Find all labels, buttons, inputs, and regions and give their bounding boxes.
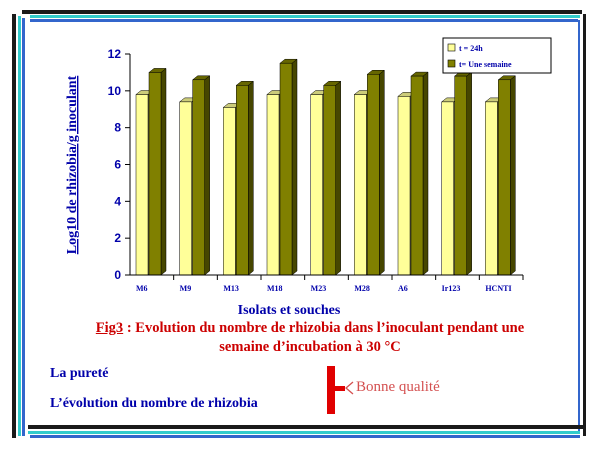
bar-semaine-Ir123 (454, 75, 467, 276)
bar-side (379, 69, 385, 276)
bar-semaine-M6 (148, 72, 162, 276)
brace-icon (327, 366, 345, 414)
bar-24h-M13 (223, 107, 236, 276)
frame-bottom-blue (30, 435, 580, 438)
bar-semaine-M13 (236, 85, 249, 276)
bar-24h-A6 (397, 96, 411, 276)
legend-swatch-semaine (447, 59, 456, 68)
bar-24h-Ir123 (441, 101, 454, 276)
bar-side (422, 71, 429, 276)
frame-left-dark (12, 14, 16, 438)
x-tick-label: A6 (398, 284, 408, 293)
frame-right-blue (578, 20, 580, 434)
x-tick-label: Ir123 (442, 284, 461, 293)
y-axis-label: Log10 de rhizobia/g inoculant (65, 75, 80, 254)
bar-semaine-A6 (410, 75, 424, 276)
x-axis-label: Isolats et souches (238, 303, 341, 318)
x-tick-label: M13 (223, 284, 239, 293)
y-tick-label: 6 (114, 158, 121, 172)
legend-label-24h: t = 24h (459, 44, 483, 53)
bar-side (335, 80, 341, 276)
y-tick-label: 12 (108, 47, 122, 61)
bar-semaine-HCNTI (498, 79, 511, 276)
y-tick-label: 4 (114, 194, 121, 208)
bar-side (466, 71, 472, 276)
y-tick-label: 2 (114, 231, 121, 245)
bar-semaine-M28 (367, 74, 380, 276)
bar-24h-M18 (266, 94, 280, 276)
bar-24h-M9 (179, 101, 192, 276)
x-tick-label: M6 (136, 284, 148, 293)
arrow-icon (345, 381, 354, 395)
frame-left-blue (22, 18, 25, 436)
caption-text-1: : Evolution du nombre de rhizobia dans l… (123, 320, 525, 336)
figure-caption: Fig3 : Evolution du nombre de rhizobia d… (40, 319, 580, 357)
bar-side (160, 67, 167, 276)
quality-label: Bonne qualité (356, 379, 440, 395)
bar-semaine-M18 (279, 62, 293, 276)
x-tick-label: M28 (354, 284, 370, 293)
x-tick-label: HCNTI (485, 284, 511, 293)
y-tick-label: 0 (114, 268, 121, 282)
x-tick-label: M23 (311, 284, 327, 293)
legend: t = 24h t= Une semaine (442, 37, 552, 74)
frame-left-cyan (18, 16, 21, 436)
frame-bottom-cyan (28, 431, 580, 434)
note-evolution: L’évolution du nombre de rhizobia (50, 396, 258, 411)
y-tick-label: 10 (108, 84, 122, 98)
bars (135, 58, 517, 276)
figure-label: Fig3 (95, 320, 124, 336)
y-axis: 0 2 4 6 8 10 12 (108, 47, 131, 282)
frame-top-cyan (30, 15, 580, 18)
x-tick-label: M18 (267, 284, 283, 293)
frame-top-blue (30, 19, 578, 22)
caption-line-2: semaine d’incubation à 30 °C (219, 339, 401, 355)
frame-bottom-dark (28, 425, 583, 429)
bar-side (204, 75, 210, 276)
bar-chart: 0 2 4 6 8 10 12 M6 M9 M13 M18 M23 M28 A6 Ir123 HCNTI I… (65, 37, 552, 318)
bar-24h-M23 (310, 94, 323, 276)
x-axis: M6 M9 M13 M18 M23 M28 A6 Ir123 HCNTI (130, 274, 524, 293)
bar-side (291, 58, 298, 276)
bar-side (510, 75, 516, 276)
legend-label-semaine: t= Une semaine (459, 60, 512, 69)
frame-top-dark (22, 10, 582, 14)
bar-side (248, 80, 254, 276)
x-tick-label: M9 (180, 284, 192, 293)
note-purity: La pureté (50, 366, 109, 381)
caption-line-1: Fig3 : Evolution du nombre de rhizobia d… (40, 319, 580, 338)
bar-24h-HCNTI (485, 101, 498, 276)
bar-24h-M6 (135, 94, 149, 276)
y-tick-label: 8 (114, 121, 121, 135)
legend-swatch-24h (447, 43, 456, 52)
bar-24h-M28 (354, 94, 367, 276)
bar-semaine-M23 (323, 85, 336, 276)
frame-right-dark (583, 14, 586, 436)
bar-semaine-M9 (192, 79, 205, 276)
